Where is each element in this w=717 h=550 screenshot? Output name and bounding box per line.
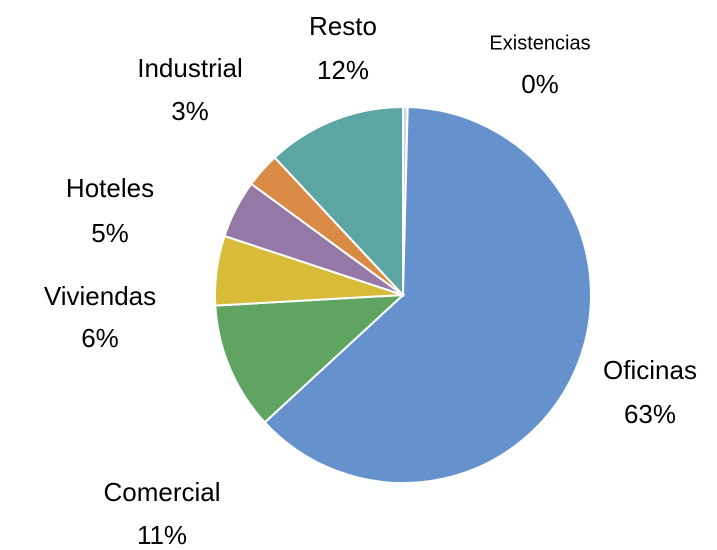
slice-value-label: 5% [91, 218, 129, 248]
slice-value-label: 6% [81, 323, 119, 353]
pie-slice [214, 293, 406, 424]
slice-value-label: 63% [624, 399, 676, 429]
slice-value-label: 11% [137, 520, 187, 550]
slice-label: Hoteles [66, 173, 154, 203]
slice-label: Oficinas [603, 355, 697, 385]
slice-label: Existencias [489, 32, 590, 54]
slice-value-label: 3% [171, 96, 209, 126]
slice-value-label: 0% [521, 69, 559, 99]
pie-slice [263, 106, 592, 484]
slice-value-label: 12% [317, 55, 369, 85]
slice-label: Resto [309, 11, 377, 41]
pie-slice [273, 105, 404, 298]
slice-label: Industrial [137, 53, 243, 83]
slice-label: Viviendas [44, 281, 156, 311]
slice-label: Comercial [103, 477, 220, 507]
